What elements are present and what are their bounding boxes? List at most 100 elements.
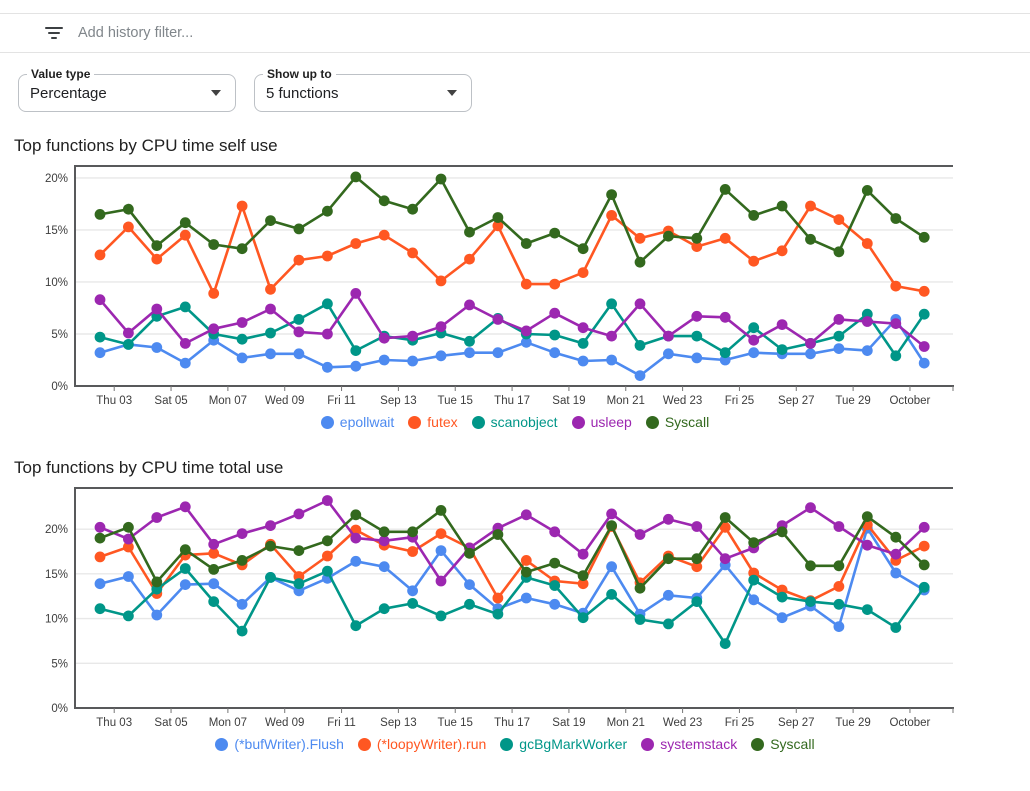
data-point[interactable] (407, 585, 418, 597)
data-point[interactable] (293, 326, 305, 338)
data-point[interactable] (322, 361, 333, 373)
data-point[interactable] (663, 589, 674, 601)
data-point[interactable] (151, 240, 163, 251)
data-point[interactable] (861, 345, 873, 356)
data-point[interactable] (322, 205, 333, 217)
data-point[interactable] (691, 561, 703, 573)
data-point[interactable] (634, 298, 646, 310)
data-point[interactable] (293, 314, 305, 325)
data-point[interactable] (748, 347, 760, 359)
data-point[interactable] (634, 256, 646, 268)
data-point[interactable] (833, 598, 845, 610)
data-point[interactable] (236, 598, 248, 610)
data-point[interactable] (435, 575, 447, 587)
data-point[interactable] (322, 298, 333, 310)
data-point[interactable] (492, 314, 504, 325)
data-point[interactable] (549, 526, 561, 538)
data-point[interactable] (634, 370, 646, 381)
data-point[interactable] (492, 220, 504, 232)
data-point[interactable] (151, 576, 163, 588)
data-point[interactable] (94, 551, 106, 563)
data-point[interactable] (833, 330, 845, 342)
data-point[interactable] (663, 513, 674, 525)
data-point[interactable] (464, 253, 475, 265)
data-point[interactable] (464, 579, 475, 590)
data-point[interactable] (94, 603, 106, 615)
data-point[interactable] (378, 332, 390, 344)
data-point[interactable] (606, 330, 617, 342)
data-point[interactable] (577, 267, 589, 278)
data-point[interactable] (464, 347, 475, 359)
data-point[interactable] (663, 553, 674, 565)
data-point[interactable] (719, 232, 731, 244)
data-point[interactable] (464, 598, 475, 610)
data-point[interactable] (833, 621, 845, 632)
data-point[interactable] (122, 533, 134, 545)
data-point[interactable] (833, 214, 845, 225)
data-point[interactable] (833, 314, 845, 325)
data-point[interactable] (634, 340, 646, 351)
data-point[interactable] (748, 255, 760, 267)
data-point[interactable] (805, 200, 816, 212)
data-point[interactable] (378, 535, 390, 547)
data-point[interactable] (464, 299, 475, 311)
data-point[interactable] (890, 280, 902, 292)
data-point[interactable] (890, 350, 902, 362)
data-point[interactable] (861, 316, 873, 327)
data-point[interactable] (890, 548, 902, 560)
data-point[interactable] (663, 330, 674, 342)
data-point[interactable] (236, 555, 248, 566)
data-point[interactable] (918, 231, 930, 243)
history-filter-input[interactable] (76, 24, 1030, 42)
data-point[interactable] (435, 275, 447, 287)
data-point[interactable] (94, 521, 106, 533)
data-point[interactable] (208, 578, 220, 590)
data-point[interactable] (492, 212, 504, 223)
data-point[interactable] (805, 348, 816, 360)
data-point[interactable] (691, 241, 703, 252)
data-point[interactable] (350, 532, 362, 544)
data-point[interactable] (208, 596, 220, 607)
data-point[interactable] (407, 546, 418, 557)
data-point[interactable] (805, 233, 816, 245)
data-point[interactable] (265, 303, 276, 315)
data-point[interactable] (208, 547, 220, 559)
data-point[interactable] (861, 185, 873, 196)
data-point[interactable] (833, 521, 845, 532)
data-point[interactable] (918, 341, 930, 352)
data-point[interactable] (94, 532, 106, 544)
data-point[interactable] (350, 620, 362, 632)
data-point[interactable] (435, 173, 447, 185)
data-point[interactable] (179, 501, 191, 513)
data-point[interactable] (435, 505, 447, 516)
data-point[interactable] (350, 345, 362, 356)
data-point[interactable] (663, 230, 674, 242)
data-point[interactable] (179, 579, 191, 590)
data-point[interactable] (918, 581, 930, 593)
data-point[interactable] (833, 581, 845, 592)
data-point[interactable] (350, 509, 362, 521)
data-point[interactable] (634, 232, 646, 244)
data-point[interactable] (94, 578, 106, 590)
data-point[interactable] (861, 539, 873, 551)
data-point[interactable] (890, 622, 902, 633)
data-point[interactable] (265, 327, 276, 339)
data-point[interactable] (151, 512, 163, 523)
data-point[interactable] (549, 580, 561, 591)
data-point[interactable] (719, 512, 731, 523)
data-point[interactable] (549, 329, 561, 341)
data-point[interactable] (122, 203, 134, 215)
data-point[interactable] (691, 352, 703, 364)
data-point[interactable] (94, 249, 106, 261)
data-point[interactable] (918, 357, 930, 369)
data-point[interactable] (691, 553, 703, 565)
data-point[interactable] (407, 598, 418, 609)
data-point[interactable] (833, 246, 845, 258)
data-point[interactable] (776, 245, 788, 257)
data-point[interactable] (691, 596, 703, 607)
value-type-select[interactable]: Value type Percentage (18, 67, 236, 112)
data-point[interactable] (236, 333, 248, 345)
data-point[interactable] (378, 603, 390, 615)
data-point[interactable] (520, 555, 532, 566)
data-point[interactable] (122, 327, 134, 339)
